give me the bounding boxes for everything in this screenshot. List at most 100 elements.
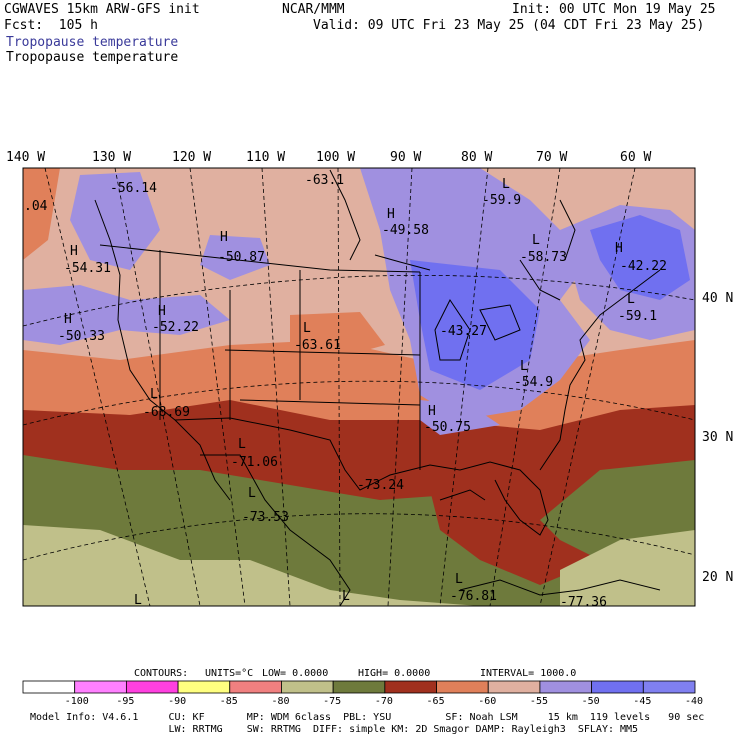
extremum-value: -73.53 — [242, 510, 289, 525]
lon-label: 100 W — [316, 150, 355, 165]
extremum-type: H — [428, 404, 436, 419]
extremum-value: -56.14 — [110, 181, 157, 196]
extremum-value: -54.9 — [514, 375, 553, 390]
colorbar-tick-label: -50 — [582, 696, 600, 707]
extremum-type: L — [520, 359, 528, 374]
longitude-labels: 140 W 130 W 120 W 110 W 100 W 90 W 80 W … — [6, 150, 651, 165]
svg-text:INTERVAL= 1000.0: INTERVAL= 1000.0 — [480, 668, 576, 679]
colorbar-swatch — [22, 680, 76, 694]
colorbar-swatch — [332, 680, 386, 694]
colorbar-tick-label: -55 — [530, 696, 548, 707]
colorbar: -100 -95 -90 -85 -80 -75 -70 -65 -60 -55 -50 -45 -40… — [22, 680, 703, 707]
extremum-type: L — [342, 589, 350, 604]
extremum-value: -71.06 — [231, 455, 278, 470]
extremum-type: H — [387, 207, 395, 222]
extremum-value: .04 — [24, 199, 48, 214]
extremum-value: -52.22 — [152, 320, 199, 335]
model-info-line-2: LW: RRTMG SW: RRTMG DIFF: simple KM: 2D … — [30, 724, 639, 735]
extremum-value: -76.81 — [450, 589, 497, 604]
lat-label: 40 N — [702, 291, 733, 306]
plot-frame — [22, 167, 696, 607]
extremum-type: L — [150, 387, 158, 402]
extremum-type: L — [134, 593, 142, 608]
extremum-type: H — [70, 244, 78, 259]
extrema-labels: .04 -56.14 -63.1 L -59.9 H -49.58 H -50.… — [24, 173, 667, 610]
svg-text:LOW= 0.0000: LOW= 0.0000 — [262, 668, 328, 679]
lat-lon-grid — [23, 168, 695, 606]
field-subtitle: Tropopause temperature — [6, 50, 179, 65]
extremum-type: H — [220, 230, 228, 245]
extremum-value: -59.1 — [618, 309, 657, 324]
extremum-value: -49.58 — [382, 223, 429, 238]
extremum-value: -50.87 — [218, 250, 265, 265]
extremum-value: -50.75 — [424, 420, 471, 435]
model-title: CGWAVES 15km ARW-GFS init — [4, 2, 200, 17]
extremum-value: -58.73 — [520, 250, 567, 265]
colorbar-swatch — [487, 680, 541, 694]
colorbar-tick-label: -95 — [116, 696, 134, 707]
colorbar-tick-label: -80 — [271, 696, 289, 707]
extremum-type: H — [64, 312, 72, 327]
extremum-type: L — [627, 292, 635, 307]
svg-text:CONTOURS:: CONTOURS: — [134, 668, 188, 679]
lon-label: 110 W — [246, 150, 285, 165]
extremum-value: -54.31 — [64, 261, 111, 276]
colorbar-swatch — [539, 680, 593, 694]
lon-label: 90 W — [390, 150, 421, 165]
colorbar-swatch — [436, 680, 489, 694]
colorbar-swatch — [74, 680, 127, 694]
extremum-value: -63.61 — [294, 338, 341, 353]
colorbar-swatch — [281, 680, 334, 694]
extremum-type: L — [303, 321, 311, 336]
latitude-labels: 40 N 30 N 20 N — [702, 291, 733, 585]
colorbar-tick-label: -60 — [478, 696, 496, 707]
svg-text:HIGH= 0.0000: HIGH= 0.0000 — [358, 668, 430, 679]
colorbar-tick-label: -65 — [427, 696, 445, 707]
colorbar-tick-label: -100 — [65, 696, 89, 707]
extremum-type: L — [502, 177, 510, 192]
colorbar-tick-label: -90 — [168, 696, 186, 707]
colorbar-swatch — [125, 680, 179, 694]
lon-label: 130 W — [92, 150, 131, 165]
geographic-boundaries — [94, 169, 661, 606]
forecast-hour: Fcst: 105 h — [4, 18, 98, 33]
field-title: Tropopause temperature — [6, 35, 179, 50]
extremum-type: L — [532, 233, 540, 248]
extremum-type: L — [238, 437, 246, 452]
extremum-type: H — [615, 241, 623, 256]
lon-label: 120 W — [172, 150, 211, 165]
extremum-type: H — [158, 304, 166, 319]
contour-info: CONTOURS: UNITS=°C LOW= 0.0000 HIGH= 0.0… — [134, 668, 576, 679]
init-time: Init: 00 UTC Mon 19 May 25 — [512, 2, 716, 17]
colorbar-tick-label: -75 — [323, 696, 341, 707]
colorbar-swatch — [229, 680, 282, 694]
extremum-value: -73.24 — [357, 478, 404, 493]
lon-label: 80 W — [461, 150, 492, 165]
colorbar-swatch — [177, 680, 231, 694]
org-label: NCAR/MMM — [282, 2, 345, 17]
svg-text:UNITS=°C: UNITS=°C — [205, 668, 253, 679]
lon-label: 140 W — [6, 150, 45, 165]
model-info-line-1: Model Info: V4.6.1 CU: KF MP: WDM 6class… — [30, 712, 705, 723]
extremum-value: -42.22 — [620, 259, 667, 274]
extremum-value: -43.27 — [440, 324, 487, 339]
extremum-value: -77.36 — [560, 595, 607, 610]
colorbar-tick-label: -45 — [633, 696, 651, 707]
extremum-value: -50.33 — [58, 329, 105, 344]
extremum-type: L — [455, 572, 463, 587]
lat-label: 30 N — [702, 430, 733, 445]
extremum-value: -59.9 — [482, 193, 521, 208]
extremum-type: L — [248, 486, 256, 501]
lat-label: 20 N — [702, 570, 733, 585]
colorbar-tick-label: -85 — [220, 696, 238, 707]
extremum-value: -68.69 — [143, 405, 190, 420]
lon-label: 70 W — [536, 150, 567, 165]
colorbar-swatch — [384, 680, 437, 694]
colorbar-tick-label: -40 — [685, 696, 703, 707]
color-fill-field — [23, 168, 695, 606]
colorbar-tick-label: -70 — [375, 696, 393, 707]
colorbar-swatch — [591, 680, 644, 694]
valid-time: Valid: 09 UTC Fri 23 May 25 (04 CDT Fri … — [313, 18, 705, 33]
colorbar-swatch — [642, 680, 696, 694]
